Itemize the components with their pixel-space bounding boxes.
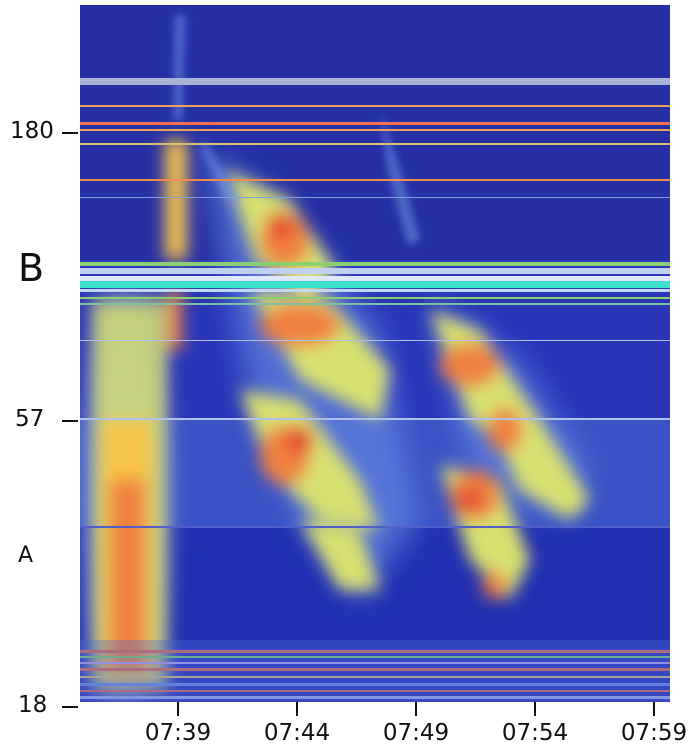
band-label-b: B: [18, 246, 44, 290]
y-tick-57: 57: [15, 406, 44, 432]
band-label-a: A: [18, 543, 33, 568]
x-tick-label-1: 07:44: [264, 720, 330, 746]
x-tick-label-4: 07:59: [621, 720, 687, 746]
x-tick-label-2: 07:49: [383, 720, 449, 746]
x-tick-label-0: 07:39: [145, 720, 211, 746]
x-axis: 07:39 07:44 07:49 07:54 07:59: [145, 702, 687, 746]
y-tick-18: 18: [18, 692, 47, 718]
spectrogram-plot-area: [80, 5, 670, 702]
y-tick-180: 180: [10, 118, 54, 144]
x-tick-label-3: 07:54: [502, 720, 568, 746]
